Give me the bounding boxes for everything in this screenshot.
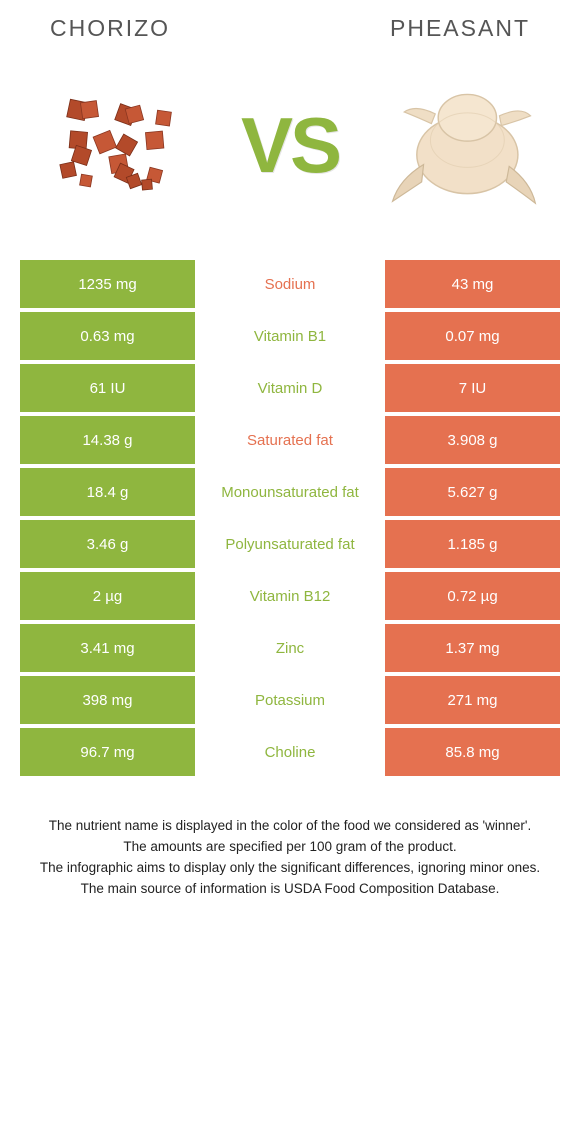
- left-value-cell: 1235 mg: [20, 260, 195, 308]
- right-value-cell: 1.185 g: [385, 520, 560, 568]
- nutrient-label-cell: Zinc: [195, 624, 385, 672]
- right-value-cell: 5.627 g: [385, 468, 560, 516]
- footer-line-2: The amounts are specified per 100 gram o…: [28, 837, 552, 858]
- nutrient-label-cell: Polyunsaturated fat: [195, 520, 385, 568]
- left-food-title: CHORIZO: [50, 15, 170, 42]
- footer-line-3: The infographic aims to display only the…: [28, 858, 552, 879]
- left-value-cell: 398 mg: [20, 676, 195, 724]
- table-row: 1235 mgSodium43 mg: [20, 260, 560, 308]
- chorizo-icon: [33, 70, 203, 220]
- nutrient-label-cell: Saturated fat: [195, 416, 385, 464]
- right-value-cell: 3.908 g: [385, 416, 560, 464]
- table-row: 18.4 gMonounsaturated fat5.627 g: [20, 468, 560, 516]
- vs-label: VS: [241, 100, 339, 191]
- nutrient-label-cell: Choline: [195, 728, 385, 776]
- nutrient-label-cell: Potassium: [195, 676, 385, 724]
- left-value-cell: 96.7 mg: [20, 728, 195, 776]
- right-food-title: PHEASANT: [390, 15, 530, 42]
- nutrient-label-cell: Vitamin B1: [195, 312, 385, 360]
- table-row: 61 IUVitamin D7 IU: [20, 364, 560, 412]
- titles-row: CHORIZO PHEASANT: [20, 15, 560, 42]
- left-value-cell: 3.46 g: [20, 520, 195, 568]
- left-value-cell: 0.63 mg: [20, 312, 195, 360]
- left-value-cell: 61 IU: [20, 364, 195, 412]
- comparison-table: 1235 mgSodium43 mg0.63 mgVitamin B10.07 …: [20, 260, 560, 776]
- table-row: 3.41 mgZinc1.37 mg: [20, 624, 560, 672]
- left-value-cell: 14.38 g: [20, 416, 195, 464]
- nutrient-label-cell: Monounsaturated fat: [195, 468, 385, 516]
- table-row: 96.7 mgCholine85.8 mg: [20, 728, 560, 776]
- table-row: 398 mgPotassium271 mg: [20, 676, 560, 724]
- left-value-cell: 3.41 mg: [20, 624, 195, 672]
- pheasant-image: [375, 68, 550, 223]
- table-row: 3.46 gPolyunsaturated fat1.185 g: [20, 520, 560, 568]
- footer-notes: The nutrient name is displayed in the co…: [20, 816, 560, 900]
- footer-line-1: The nutrient name is displayed in the co…: [28, 816, 552, 837]
- table-row: 2 µgVitamin B120.72 µg: [20, 572, 560, 620]
- table-row: 0.63 mgVitamin B10.07 mg: [20, 312, 560, 360]
- right-value-cell: 0.07 mg: [385, 312, 560, 360]
- left-value-cell: 18.4 g: [20, 468, 195, 516]
- left-value-cell: 2 µg: [20, 572, 195, 620]
- right-value-cell: 1.37 mg: [385, 624, 560, 672]
- footer-line-4: The main source of information is USDA F…: [28, 879, 552, 900]
- right-value-cell: 85.8 mg: [385, 728, 560, 776]
- infographic-container: CHORIZO PHEASANT: [0, 0, 580, 915]
- chorizo-image: [30, 68, 205, 223]
- right-value-cell: 43 mg: [385, 260, 560, 308]
- images-row: VS: [20, 60, 560, 230]
- right-value-cell: 271 mg: [385, 676, 560, 724]
- nutrient-label-cell: Vitamin B12: [195, 572, 385, 620]
- right-value-cell: 0.72 µg: [385, 572, 560, 620]
- pheasant-icon: [375, 65, 550, 225]
- nutrient-label-cell: Vitamin D: [195, 364, 385, 412]
- nutrient-label-cell: Sodium: [195, 260, 385, 308]
- right-value-cell: 7 IU: [385, 364, 560, 412]
- table-row: 14.38 gSaturated fat3.908 g: [20, 416, 560, 464]
